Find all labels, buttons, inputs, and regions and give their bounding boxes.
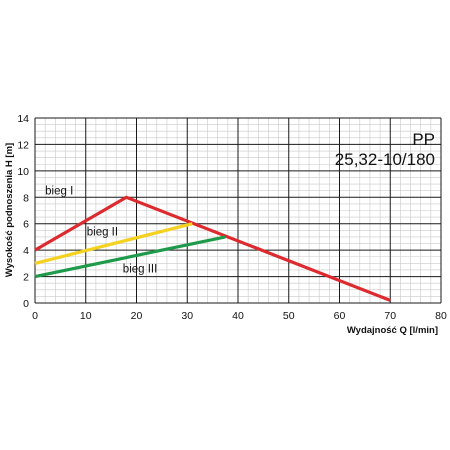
chart-title-model: PP [412, 130, 435, 149]
series-line [34, 195, 391, 302]
y-tick-label: 0 [23, 298, 29, 310]
x-tick-label: 0 [32, 310, 38, 322]
series-line [34, 222, 193, 265]
series-label: bieg III [123, 264, 158, 276]
x-axis-label: Wydajność Q [l/min] [347, 325, 438, 336]
y-tick-label: 2 [23, 272, 29, 284]
chart-title-code: 25,32-10/180 [335, 150, 435, 169]
x-tick-label: 20 [131, 310, 143, 322]
y-tick-label: 12 [17, 139, 29, 151]
y-tick-labels: 0 2 4 6 8 10 12 14 [17, 113, 29, 310]
series-label: bieg II [87, 227, 118, 239]
x-tick-label: 40 [232, 310, 244, 322]
y-tick-label: 8 [23, 192, 29, 204]
major-gridlines [34, 117, 442, 304]
series-line [34, 235, 226, 279]
x-tick-label: 30 [181, 310, 193, 322]
x-tick-label: 50 [283, 310, 295, 322]
y-tick-label: 6 [23, 219, 29, 231]
x-tick-label: 70 [384, 310, 396, 322]
x-tick-label: 80 [435, 310, 447, 322]
series-lines [34, 195, 391, 302]
series-label: bieg I [45, 186, 73, 198]
y-tick-label: 4 [23, 245, 29, 257]
y-tick-label: 14 [17, 113, 29, 125]
x-tick-labels: 0 10 20 30 40 50 60 70 80 [32, 310, 447, 322]
y-tick-label: 10 [17, 166, 29, 178]
series-labels: bieg I bieg II bieg III [45, 186, 157, 276]
x-tick-label: 10 [80, 310, 92, 322]
x-tick-label: 60 [334, 310, 346, 322]
y-axis-label: Wysokość podnoszenia H [m] [4, 143, 15, 277]
